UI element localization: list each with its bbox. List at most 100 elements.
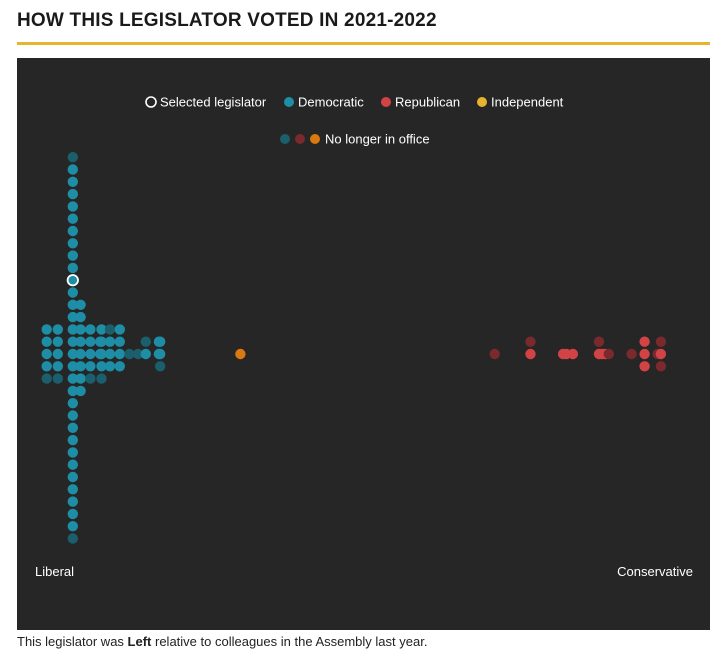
- legislator-dot[interactable]: [41, 324, 52, 335]
- legislator-dot[interactable]: [67, 471, 78, 483]
- legislator-dot[interactable]: [75, 311, 86, 323]
- legislator-dot[interactable]: [75, 385, 86, 397]
- legislator-dot-former[interactable]: [67, 152, 78, 163]
- legislator-dot[interactable]: [67, 250, 78, 261]
- legislator-dot[interactable]: [114, 361, 126, 372]
- legislator-dot-former[interactable]: [655, 336, 667, 347]
- legislator-dot[interactable]: [67, 508, 78, 520]
- legislator-dot[interactable]: [67, 521, 78, 532]
- legislator-dot[interactable]: [639, 348, 650, 360]
- legislator-dot[interactable]: [67, 336, 78, 347]
- legislator-dot[interactable]: [114, 348, 126, 360]
- chart-legend: Selected legislator Democratic Republica…: [145, 95, 564, 147]
- legislator-dot[interactable]: [67, 213, 78, 224]
- legislator-dot-former[interactable]: [67, 533, 78, 544]
- legislator-dot[interactable]: [75, 336, 86, 347]
- legislator-dot[interactable]: [67, 262, 78, 274]
- legislator-dot-former[interactable]: [85, 373, 96, 384]
- legislator-dot[interactable]: [67, 238, 78, 249]
- legislator-dot[interactable]: [96, 361, 107, 372]
- legislator-dot[interactable]: [67, 311, 78, 323]
- legislator-dot[interactable]: [52, 324, 63, 335]
- legislator-dot[interactable]: [85, 324, 96, 335]
- legislator-dot[interactable]: [75, 373, 86, 384]
- legislator-dot[interactable]: [41, 361, 52, 372]
- legislator-dot-former[interactable]: [104, 324, 116, 335]
- legislator-dot[interactable]: [104, 348, 116, 360]
- legislator-dot[interactable]: [67, 287, 78, 298]
- legislator-dot[interactable]: [85, 348, 96, 360]
- legislator-dot-former[interactable]: [96, 373, 107, 384]
- legislator-dot-former[interactable]: [235, 348, 246, 360]
- legislator-dot[interactable]: [67, 496, 78, 507]
- legislator-dot[interactable]: [41, 348, 52, 360]
- axis-label-liberal: Liberal: [35, 564, 74, 579]
- legislator-dot-former[interactable]: [140, 336, 151, 347]
- legislator-dot[interactable]: [67, 164, 78, 175]
- legislator-dot[interactable]: [67, 398, 78, 409]
- legislator-dot[interactable]: [140, 348, 151, 360]
- legislator-dot[interactable]: [67, 459, 78, 470]
- legislator-dot[interactable]: [67, 176, 78, 187]
- legislator-dot[interactable]: [75, 361, 86, 372]
- legislator-dot[interactable]: [96, 336, 107, 347]
- legislator-dot[interactable]: [67, 447, 78, 458]
- legislator-dot-former[interactable]: [132, 348, 144, 360]
- legislator-dot[interactable]: [85, 361, 96, 372]
- legislator-dot-former[interactable]: [626, 348, 637, 360]
- legislator-dot[interactable]: [52, 361, 63, 372]
- legislator-dot-former[interactable]: [655, 361, 667, 372]
- axis-label-conservative: Conservative: [617, 564, 693, 579]
- legislator-dot[interactable]: [639, 361, 650, 372]
- legislator-dot[interactable]: [525, 348, 536, 360]
- legislator-dot-former[interactable]: [489, 348, 500, 360]
- legislator-dot[interactable]: [567, 348, 579, 360]
- legislator-dot[interactable]: [155, 348, 166, 360]
- legislator-dot[interactable]: [67, 385, 78, 397]
- legislator-dot-former[interactable]: [593, 336, 605, 347]
- legislator-dot-former[interactable]: [155, 361, 166, 372]
- legend-label-former: No longer in office: [325, 132, 430, 147]
- legislator-dot[interactable]: [75, 299, 86, 310]
- legislator-dot[interactable]: [67, 188, 78, 200]
- legislator-dot[interactable]: [67, 434, 78, 446]
- title-divider: [17, 42, 710, 45]
- caption-prefix: This legislator was: [17, 634, 128, 649]
- legend-swatch-former-independent: [310, 134, 320, 144]
- legislator-dot[interactable]: [114, 324, 126, 335]
- legislator-dot[interactable]: [85, 336, 96, 347]
- legend-swatch-republican: [381, 97, 391, 107]
- legislator-dot-former[interactable]: [41, 373, 52, 384]
- legislator-dot[interactable]: [67, 410, 78, 421]
- legislator-dot[interactable]: [104, 361, 116, 372]
- legislator-dot[interactable]: [67, 484, 78, 495]
- legislator-dot[interactable]: [104, 336, 116, 347]
- legislator-dot[interactable]: [67, 324, 78, 335]
- legislator-dot[interactable]: [52, 348, 63, 360]
- legislator-dot[interactable]: [114, 336, 126, 347]
- caption-suffix: relative to colleagues in the Assembly l…: [151, 634, 428, 649]
- legislator-dot[interactable]: [75, 324, 86, 335]
- legislator-dot[interactable]: [67, 299, 78, 310]
- legislator-dot[interactable]: [67, 422, 78, 433]
- legislator-dot-former[interactable]: [603, 348, 614, 360]
- legislator-dot[interactable]: [67, 361, 78, 372]
- legislator-dot[interactable]: [75, 348, 86, 360]
- legislator-dot[interactable]: [655, 348, 667, 360]
- legislator-dot[interactable]: [155, 336, 166, 347]
- legislator-dot-former[interactable]: [124, 348, 135, 360]
- legislator-dot[interactable]: [67, 348, 78, 360]
- legislator-dot[interactable]: [41, 336, 52, 347]
- legislator-dot[interactable]: [96, 324, 107, 335]
- legend-swatch-democratic: [284, 97, 294, 107]
- legislator-dot[interactable]: [67, 201, 78, 212]
- legislator-dot-former[interactable]: [525, 336, 536, 347]
- legislator-dot[interactable]: [52, 336, 63, 347]
- legislator-dot[interactable]: [67, 373, 78, 384]
- legislator-dot[interactable]: [67, 225, 78, 237]
- legislator-dot-former[interactable]: [52, 373, 63, 384]
- legislator-dot[interactable]: [639, 336, 650, 347]
- chart-caption: This legislator was Left relative to col…: [17, 634, 427, 649]
- legislator-dot[interactable]: [96, 348, 107, 360]
- selected-legislator-dot[interactable]: [66, 274, 79, 287]
